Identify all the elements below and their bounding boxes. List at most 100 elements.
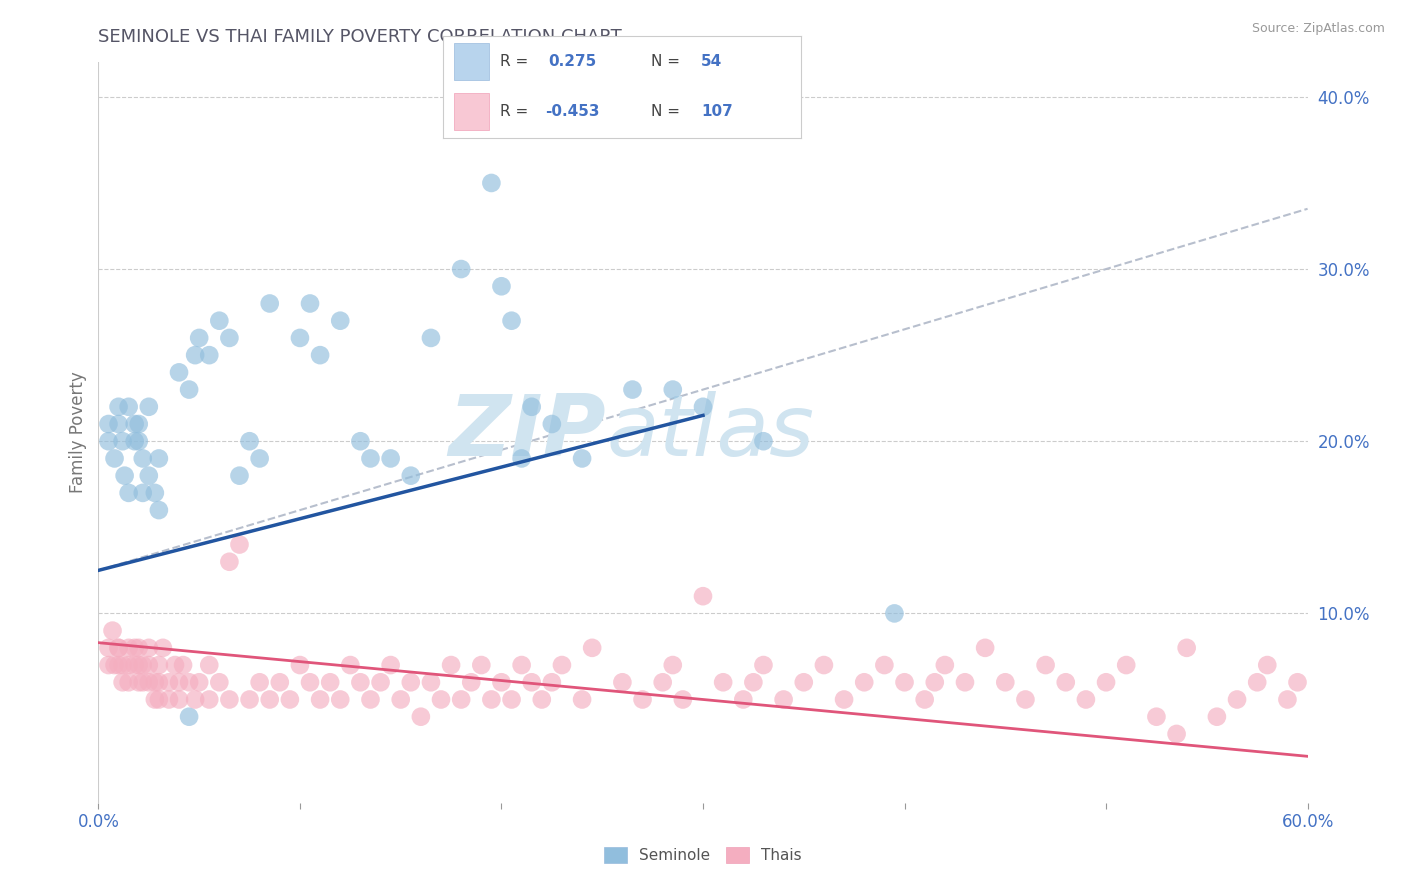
Point: [914, 692, 936, 706]
Point: [124, 658, 146, 673]
Point: [309, 348, 332, 362]
Point: [491, 675, 513, 690]
Point: [138, 675, 160, 690]
Point: [1014, 692, 1036, 706]
Point: [309, 692, 332, 706]
Point: [259, 296, 281, 310]
Point: [329, 314, 352, 328]
Point: [1277, 692, 1299, 706]
Point: [132, 658, 155, 673]
Point: [1095, 675, 1118, 690]
Point: [288, 658, 311, 673]
Point: [228, 468, 250, 483]
Point: [111, 434, 134, 449]
Point: [481, 692, 503, 706]
Text: SEMINOLE VS THAI FAMILY POVERTY CORRELATION CHART: SEMINOLE VS THAI FAMILY POVERTY CORRELAT…: [98, 28, 623, 45]
Point: [114, 468, 136, 483]
Point: [218, 331, 240, 345]
Point: [288, 331, 311, 345]
Point: [752, 434, 775, 449]
Point: [152, 640, 174, 655]
Point: [172, 658, 194, 673]
Point: [711, 675, 734, 690]
Point: [128, 675, 150, 690]
Point: [198, 692, 221, 706]
Point: [228, 537, 250, 551]
Point: [349, 675, 371, 690]
Point: [299, 296, 322, 310]
Point: [934, 658, 956, 673]
Point: [124, 417, 146, 431]
Point: [481, 176, 503, 190]
Point: [128, 640, 150, 655]
Point: [124, 640, 146, 655]
Point: [1256, 658, 1278, 673]
Point: [107, 640, 129, 655]
Point: [103, 658, 125, 673]
Point: [118, 400, 141, 414]
Point: [124, 434, 146, 449]
Point: [953, 675, 976, 690]
Point: [179, 675, 201, 690]
Point: [460, 675, 482, 690]
Point: [399, 468, 422, 483]
Point: [1074, 692, 1097, 706]
Y-axis label: Family Poverty: Family Poverty: [69, 372, 87, 493]
Point: [510, 658, 533, 673]
Point: [380, 658, 402, 673]
Point: [128, 417, 150, 431]
Point: [1054, 675, 1077, 690]
Point: [143, 675, 166, 690]
Point: [409, 709, 432, 723]
Point: [97, 417, 120, 431]
Point: [510, 451, 533, 466]
Point: [97, 434, 120, 449]
Point: [198, 658, 221, 673]
Text: 54: 54: [702, 54, 723, 69]
Point: [249, 451, 271, 466]
Point: [138, 658, 160, 673]
Point: [612, 675, 634, 690]
Point: [163, 658, 186, 673]
Point: [143, 486, 166, 500]
Text: Source: ZipAtlas.com: Source: ZipAtlas.com: [1251, 22, 1385, 36]
Point: [179, 709, 201, 723]
Text: N =: N =: [651, 54, 681, 69]
Point: [540, 675, 562, 690]
Point: [994, 675, 1017, 690]
Point: [733, 692, 755, 706]
Point: [1246, 675, 1268, 690]
Point: [188, 331, 211, 345]
Point: [360, 692, 382, 706]
Point: [450, 692, 472, 706]
Point: [1035, 658, 1057, 673]
Point: [551, 658, 574, 673]
Point: [752, 658, 775, 673]
Point: [148, 503, 170, 517]
Point: [873, 658, 896, 673]
Point: [218, 555, 240, 569]
Point: [208, 314, 231, 328]
Point: [651, 675, 673, 690]
Point: [520, 675, 543, 690]
Point: [491, 279, 513, 293]
Text: atlas: atlas: [606, 391, 814, 475]
Point: [107, 658, 129, 673]
Point: [1286, 675, 1309, 690]
Point: [118, 486, 141, 500]
Point: [360, 451, 382, 466]
Point: [167, 692, 190, 706]
Point: [118, 675, 141, 690]
Point: [420, 675, 443, 690]
Point: [692, 400, 714, 414]
Point: [132, 451, 155, 466]
Text: 107: 107: [702, 104, 733, 120]
Point: [893, 675, 915, 690]
Point: [148, 675, 170, 690]
Bar: [454, 93, 489, 130]
Point: [581, 640, 603, 655]
Point: [380, 451, 402, 466]
Point: [118, 640, 141, 655]
Point: [329, 692, 352, 706]
Text: 0.275: 0.275: [548, 54, 598, 69]
